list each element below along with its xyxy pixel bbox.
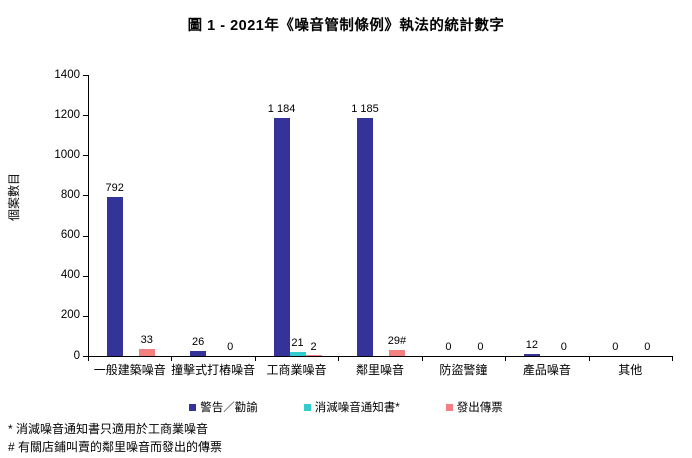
bar-series1-cat1[interactable] bbox=[106, 197, 123, 356]
bar-slot bbox=[540, 75, 556, 356]
y-tick-mark bbox=[83, 356, 88, 357]
x-tick-mark bbox=[505, 357, 507, 361]
bar-value-label: 21 bbox=[291, 336, 304, 349]
bar-series1-cat2[interactable] bbox=[190, 350, 207, 356]
legend-label: 消減噪音通知書* bbox=[314, 402, 400, 414]
x-tick-mark bbox=[588, 357, 590, 361]
footnote-summons: # 有關店鋪叫賣的鄰里噪音而發出的傳票 bbox=[8, 440, 223, 454]
bar-series3-cat4[interactable] bbox=[388, 350, 405, 356]
bar-value-label: 33 bbox=[140, 334, 153, 347]
bar-value-label: 792 bbox=[105, 182, 124, 195]
bar-group-3: 1 184 21 2 bbox=[256, 75, 339, 356]
legend: 警告／勸諭 消減噪音通知書* 發出傳票 bbox=[0, 399, 692, 415]
bar-slot: 0 bbox=[556, 75, 572, 356]
legend-item-2: 消減噪音通知書* bbox=[303, 399, 400, 415]
footnotes: * 消減噪音通知書只適用於工商業噪音 # 有關店鋪叫賣的鄰里噪音而發出的傳票 bbox=[8, 420, 222, 456]
x-tick-mark bbox=[254, 357, 256, 361]
x-tick-mark bbox=[421, 357, 423, 361]
bar-slot: 21 bbox=[289, 75, 306, 356]
bar-value-label: 0 bbox=[560, 341, 567, 353]
bar-value-label: 26 bbox=[192, 335, 205, 348]
bar-value-label: 0 bbox=[477, 341, 484, 353]
footnote-abatement-notice: * 消減噪音通知書只適用於工商業噪音 bbox=[8, 422, 209, 436]
x-category-label-2: 撞擊式打樁噪音 bbox=[171, 363, 256, 377]
bar-slot bbox=[123, 75, 139, 356]
bar-value-label: 12 bbox=[525, 338, 538, 351]
bar-series3-cat3[interactable] bbox=[305, 355, 322, 356]
y-tick-label-1200: 1200 bbox=[54, 108, 80, 121]
x-category-label-3: 工商業噪音 bbox=[266, 363, 327, 377]
x-category-label-6: 產品噪音 bbox=[522, 363, 571, 377]
bar-slot: 792 bbox=[105, 75, 124, 356]
legend-swatch-icon bbox=[189, 403, 197, 411]
bar-slot: 1 184 bbox=[268, 75, 295, 356]
y-tick-label-1000: 1000 bbox=[54, 148, 80, 161]
x-category-label-7: 其他 bbox=[618, 363, 643, 377]
bar-slot bbox=[206, 75, 222, 356]
bar-group-1: 792 33 bbox=[89, 75, 172, 356]
legend-swatch-icon bbox=[303, 403, 311, 411]
bar-series1-cat4[interactable] bbox=[356, 118, 373, 356]
x-category-label-1: 一般建築噪音 bbox=[93, 363, 166, 377]
chart-title: 圖 1 - 2021年《噪音管制條例》執法的統計數字 bbox=[187, 18, 505, 34]
legend-swatch-icon bbox=[445, 403, 453, 411]
bar-value-label: 0 bbox=[445, 341, 452, 353]
bar-series1-cat3[interactable] bbox=[273, 118, 290, 356]
y-tick-mark bbox=[83, 115, 88, 117]
bar-slot: 2 bbox=[305, 75, 322, 356]
x-tick-mark bbox=[672, 357, 673, 361]
x-tick-mark bbox=[338, 357, 340, 361]
bar-slot bbox=[623, 75, 639, 356]
bar-slot: 1 185 bbox=[351, 75, 379, 356]
x-tick-mark bbox=[88, 357, 89, 361]
y-tick-mark bbox=[83, 155, 88, 157]
x-tick-mark bbox=[171, 357, 173, 361]
bar-value-label: 29# bbox=[387, 335, 407, 348]
bar-value-label: 1 184 bbox=[267, 103, 296, 116]
bar-value-label: 0 bbox=[612, 341, 619, 353]
bar-value-label: 2 bbox=[310, 340, 317, 353]
y-tick-label-0: 0 bbox=[73, 349, 80, 362]
y-tick-mark bbox=[83, 275, 88, 277]
bar-slot: 26 bbox=[190, 75, 207, 356]
y-tick-mark bbox=[83, 195, 88, 197]
legend-item-3: 發出傳票 bbox=[445, 399, 503, 415]
bar-slot bbox=[456, 75, 472, 356]
y-tick-label-800: 800 bbox=[60, 188, 80, 201]
bar-series1-cat6[interactable] bbox=[523, 353, 540, 356]
y-tick-label-400: 400 bbox=[60, 269, 80, 282]
y-tick-label-200: 200 bbox=[60, 309, 80, 322]
y-tick-label-1400: 1400 bbox=[54, 68, 80, 81]
bar-slot: 0 bbox=[472, 75, 488, 356]
x-category-label-5: 防盜警鐘 bbox=[439, 363, 488, 377]
legend-label: 發出傳票 bbox=[456, 402, 503, 414]
bar-slot: 29# bbox=[387, 75, 407, 356]
bar-slot bbox=[373, 75, 389, 356]
bar-group-6: 12 0 bbox=[506, 75, 589, 356]
bar-series3-cat1[interactable] bbox=[138, 349, 155, 356]
x-category-label-4: 鄰里噪音 bbox=[355, 363, 404, 377]
bar-value-label: 1 185 bbox=[351, 103, 379, 116]
bar-slot: 0 bbox=[440, 75, 456, 356]
chart-plot-area: 792 33 26 0 1 184 21 2 1 185 29# 0 0 12 0 0 0 bbox=[88, 75, 673, 357]
bar-slot: 0 bbox=[607, 75, 623, 356]
bar-group-2: 26 0 bbox=[172, 75, 255, 356]
bar-slot: 33 bbox=[138, 75, 155, 356]
y-tick-mark bbox=[83, 75, 88, 76]
bar-group-4: 1 185 29# bbox=[339, 75, 422, 356]
y-tick-mark bbox=[83, 235, 88, 237]
legend-label: 警告／勸諭 bbox=[200, 402, 258, 414]
bar-slot: 0 bbox=[222, 75, 238, 356]
bar-value-label: 0 bbox=[227, 341, 234, 353]
bar-series2-cat3[interactable] bbox=[289, 351, 306, 356]
bar-value-label: 0 bbox=[644, 341, 651, 353]
y-tick-mark bbox=[83, 315, 88, 317]
legend-item-1: 警告／勸諭 bbox=[189, 399, 258, 415]
y-tick-label-600: 600 bbox=[60, 229, 80, 242]
bar-slot: 12 bbox=[523, 75, 540, 356]
bar-slot: 0 bbox=[639, 75, 655, 356]
